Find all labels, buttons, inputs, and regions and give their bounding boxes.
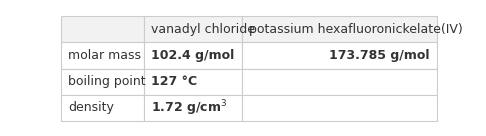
Bar — [242, 16, 437, 42]
Bar — [144, 42, 242, 69]
Text: density: density — [68, 101, 114, 115]
Bar — [242, 42, 437, 69]
Bar — [242, 69, 437, 95]
Text: boiling point: boiling point — [68, 75, 146, 88]
Text: potassium hexafluoronickelate(IV): potassium hexafluoronickelate(IV) — [249, 23, 463, 36]
Text: 127 °C: 127 °C — [151, 75, 197, 88]
Bar — [61, 95, 144, 121]
Bar — [61, 69, 144, 95]
Bar — [61, 42, 144, 69]
Bar — [242, 95, 437, 121]
Text: 173.785 g/mol: 173.785 g/mol — [330, 49, 430, 62]
Text: vanadyl chloride: vanadyl chloride — [151, 23, 255, 36]
Bar — [144, 95, 242, 121]
Bar — [61, 16, 144, 42]
Text: molar mass: molar mass — [68, 49, 141, 62]
Text: 1.72 g/cm$^3$: 1.72 g/cm$^3$ — [151, 98, 227, 118]
Bar — [144, 69, 242, 95]
Bar — [144, 16, 242, 42]
Text: 102.4 g/mol: 102.4 g/mol — [151, 49, 234, 62]
